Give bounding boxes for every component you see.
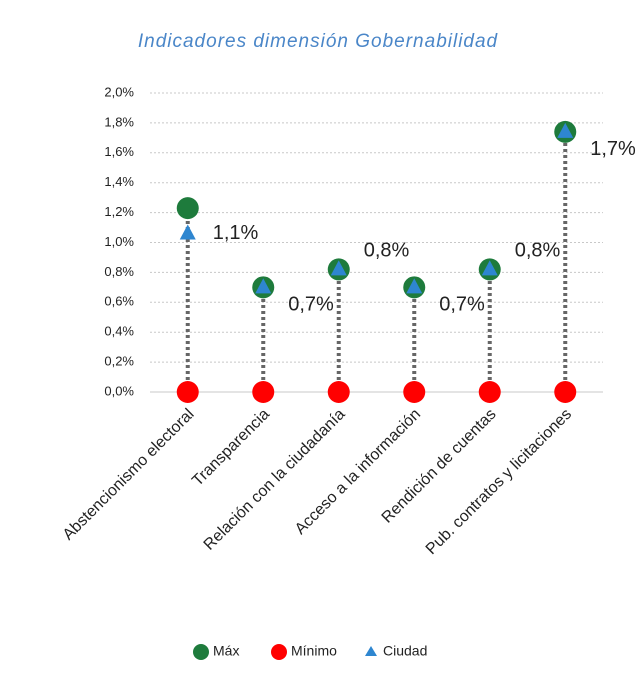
data-label: 0,7% [288,294,334,316]
legend-marker [271,644,287,660]
data-label: 0,8% [515,240,561,262]
x-tick-label: Pub. contratos y licitaciones [423,406,575,558]
y-tick-label: 1,0% [104,234,134,249]
chart-title: Indicadores dimensión Gobernabilidad [138,31,499,52]
marker [179,224,196,240]
marker [252,381,275,403]
x-tick-label: Transparencia [189,406,273,490]
y-tick-label: 1,6% [104,144,134,159]
data-label: 1,1% [213,222,259,244]
marker [330,260,347,276]
marker [554,381,577,403]
legend-label: Ciudad [383,643,427,659]
x-tick-label: Relación con la ciudadanía [201,406,349,554]
x-tick-label: Abstencionismo electoral [60,406,198,544]
y-tick-label: 0,0% [104,383,134,398]
y-tick-label: 0,4% [104,324,134,339]
marker [403,381,426,403]
legend-marker [365,646,377,656]
legend-label: Máx [213,643,239,659]
marker [478,381,501,403]
y-tick-label: 1,8% [104,114,134,129]
marker [406,278,423,294]
legend-label: Mínimo [291,643,337,659]
y-tick-label: 1,2% [104,204,134,219]
data-label: 0,7% [439,294,485,316]
marker [176,197,199,220]
y-tick-label: 0,8% [104,264,134,279]
y-tick-label: 0,6% [104,294,134,309]
marker [557,122,574,138]
marker [176,381,199,403]
y-tick-label: 2,0% [104,84,134,99]
y-tick-label: 0,2% [104,354,134,369]
x-tick-label: Acceso a la información [292,406,424,538]
marker [327,381,350,403]
marker [255,278,272,294]
y-tick-label: 1,4% [104,174,134,189]
data-label: 1,7% [590,138,636,160]
data-label: 0,8% [364,240,410,262]
marker [481,260,498,276]
legend-marker [193,644,209,660]
